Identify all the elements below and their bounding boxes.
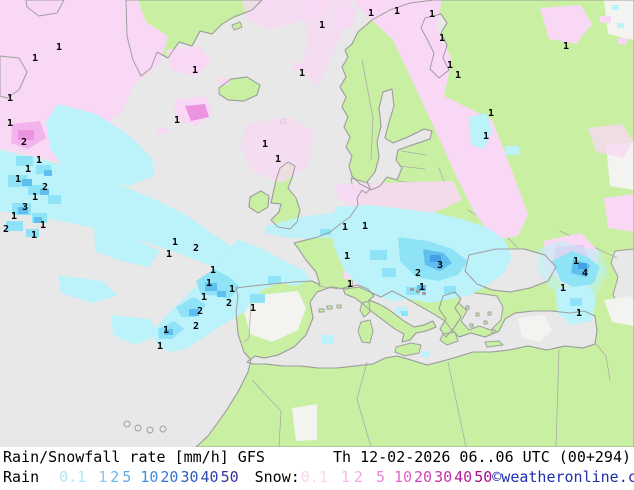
snow-scale-value: 10 <box>393 468 413 486</box>
rain-scale-value: 1 <box>98 468 108 486</box>
precip-value-label: 1 <box>11 211 17 222</box>
precip-value-label: 1 <box>419 282 425 293</box>
precip-value-label: 1 <box>455 70 461 81</box>
precip-value-label: 1 <box>36 155 42 166</box>
precip-value-label: 1 <box>429 9 435 20</box>
legend-bar: Rain/Snowfall rate [mm/h] GFS Th 12-02-2… <box>0 447 634 490</box>
snow-scale-value: 0.1 <box>300 468 328 486</box>
precip-value-label: 1 <box>31 230 37 241</box>
precip-value-label: 1 <box>344 251 350 262</box>
snow-scale-value: 1 <box>340 468 350 486</box>
map-title: Rain/Snowfall rate [mm/h] GFS <box>3 448 265 466</box>
precip-value-label: 1 <box>362 221 368 232</box>
rain-scale-value: 50 <box>220 468 239 486</box>
rain-overlay <box>0 5 624 357</box>
precip-value-label: 1 <box>7 93 13 104</box>
precip-value-label: 2 <box>3 224 9 235</box>
mountain-marks <box>410 288 426 295</box>
rain-scale-value: 5 <box>122 468 132 486</box>
precip-value-label: 1 <box>201 292 207 303</box>
precip-value-label: 1 <box>25 164 31 175</box>
precip-value-label: 1 <box>275 154 281 165</box>
precip-value-label: 1 <box>206 278 212 289</box>
precip-value-label: 2 <box>21 137 27 148</box>
precip-value-label: 1 <box>488 108 494 119</box>
copyright-text: ©weatheronline.co.uk <box>492 468 634 486</box>
precip-value-label: 2 <box>415 268 421 279</box>
precip-value-label: 1 <box>166 249 172 260</box>
rain-scale-value: 20 <box>160 468 179 486</box>
precip-value-label: 1 <box>192 65 198 76</box>
valid-datetime: Th 12-02-2026 06..06 UTC (00+294) <box>332 448 631 466</box>
precip-value-label: 1 <box>394 6 400 17</box>
precip-value-label: 1 <box>32 192 38 203</box>
precip-value-label: 1 <box>573 256 579 267</box>
rain-scale-value: 10 <box>140 468 159 486</box>
precip-value-label: 1 <box>347 279 353 290</box>
snow-scale-value: 40 <box>454 468 473 486</box>
precip-value-label: 2 <box>193 321 199 332</box>
precip-value-label: 1 <box>40 220 46 231</box>
precip-value-label: 4 <box>582 268 588 279</box>
precip-value-label: 1 <box>576 308 582 319</box>
precip-value-label: 1 <box>563 41 569 52</box>
precip-value-label: 1 <box>172 237 178 248</box>
precip-value-label: 2 <box>193 243 199 254</box>
legend-title-row: Rain/Snowfall rate [mm/h] GFS Th 12-02-2… <box>0 447 634 467</box>
precip-value-label: 1 <box>229 284 235 295</box>
precip-value-label: 2 <box>226 298 232 309</box>
precip-value-label: 1 <box>210 265 216 276</box>
precip-value-label: 2 <box>197 306 203 317</box>
precip-value-label: 1 <box>299 68 305 79</box>
legend-scale-row: Rain 0.1 1 2 5 10 20 30 40 50 Snow: 0.1 1 2 5 10 20 30… <box>0 467 634 487</box>
snow-scale-value: 30 <box>434 468 453 486</box>
precip-value-label: 1 <box>483 131 489 142</box>
rain-color-scale: 0.1 1 2 5 10 20 30 40 50 <box>59 467 239 487</box>
snow-scale-value: 2 <box>353 468 363 486</box>
precip-value-label: 3 <box>437 260 443 271</box>
precip-value-label: 1 <box>174 115 180 126</box>
snow-scale-label: Snow: <box>254 468 300 486</box>
precip-value-label: 1 <box>439 33 445 44</box>
precip-value-label: 2 <box>42 182 48 193</box>
rain-scale-value: 30 <box>180 468 199 486</box>
precip-value-label: 1 <box>262 139 268 150</box>
precip-value-label: 1 <box>447 60 453 71</box>
precip-value-label: 1 <box>250 303 256 314</box>
snow-overlay <box>0 0 634 287</box>
precip-value-label: 1 <box>368 8 374 19</box>
precip-value-label: 1 <box>56 42 62 53</box>
precip-value-label: 1 <box>319 20 325 31</box>
precip-value-label: 1 <box>15 174 21 185</box>
rain-scale-value: 40 <box>200 468 219 486</box>
precip-value-label: 1 <box>163 325 169 336</box>
precip-value-label: 1 <box>7 118 13 129</box>
snow-scale-value: 50 <box>474 468 493 486</box>
rain-scale-label: Rain <box>3 468 40 486</box>
snow-scale-value: 20 <box>414 468 433 486</box>
terrain-highlights <box>244 0 634 441</box>
rain-scale-value: 2 <box>110 468 120 486</box>
snow-scale-value: 5 <box>375 468 385 486</box>
precip-value-label: 3 <box>22 202 28 213</box>
precip-value-label: 1 <box>32 53 38 64</box>
precip-value-label: 1 <box>157 341 163 352</box>
snow-color-scale: 0.1 1 2 5 10 20 30 40 50 <box>300 467 493 487</box>
rain-scale-value: 0.1 <box>59 468 87 486</box>
canary-islands <box>123 420 167 434</box>
precip-value-label: 1 <box>560 283 566 294</box>
precip-value-label: 1 <box>342 222 348 233</box>
